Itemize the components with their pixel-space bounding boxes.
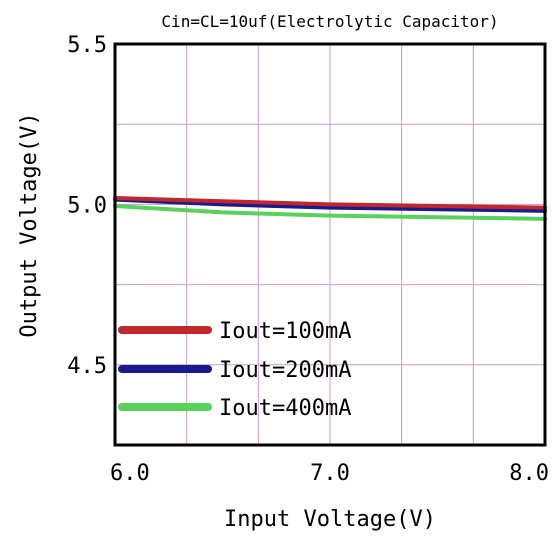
y-tick-label: 5.0 xyxy=(67,193,107,218)
legend-label: Iout=400mA xyxy=(219,396,351,421)
series-line-iout-400ma xyxy=(113,204,547,221)
x-tick-label: 6.0 xyxy=(110,461,150,486)
axis-ticks: 5.5 5.0 4.5 6.0 7.0 8.0 xyxy=(67,33,549,486)
grid-lines xyxy=(115,44,545,445)
x-tick-label: 7.0 xyxy=(310,461,350,486)
y-tick-label: 5.5 xyxy=(67,33,107,58)
legend-label: Iout=200mA xyxy=(219,358,351,383)
series-lines xyxy=(113,195,547,221)
legend-label: Iout=100mA xyxy=(219,319,351,344)
x-tick-label: 8.0 xyxy=(509,461,549,486)
y-axis-label: Output Voltage(V) xyxy=(17,112,42,337)
series-line-iout-100ma xyxy=(113,195,547,210)
y-tick-label: 4.5 xyxy=(67,354,107,379)
series-line-iout-200ma xyxy=(113,197,547,213)
chart-title: Cin=CL=10uf(Electrolytic Capacitor) xyxy=(161,12,498,31)
legend: Iout=100mA Iout=200mA Iout=400mA xyxy=(118,319,351,421)
plot-area-border xyxy=(113,42,547,447)
x-axis-label: Input Voltage(V) xyxy=(224,507,436,532)
